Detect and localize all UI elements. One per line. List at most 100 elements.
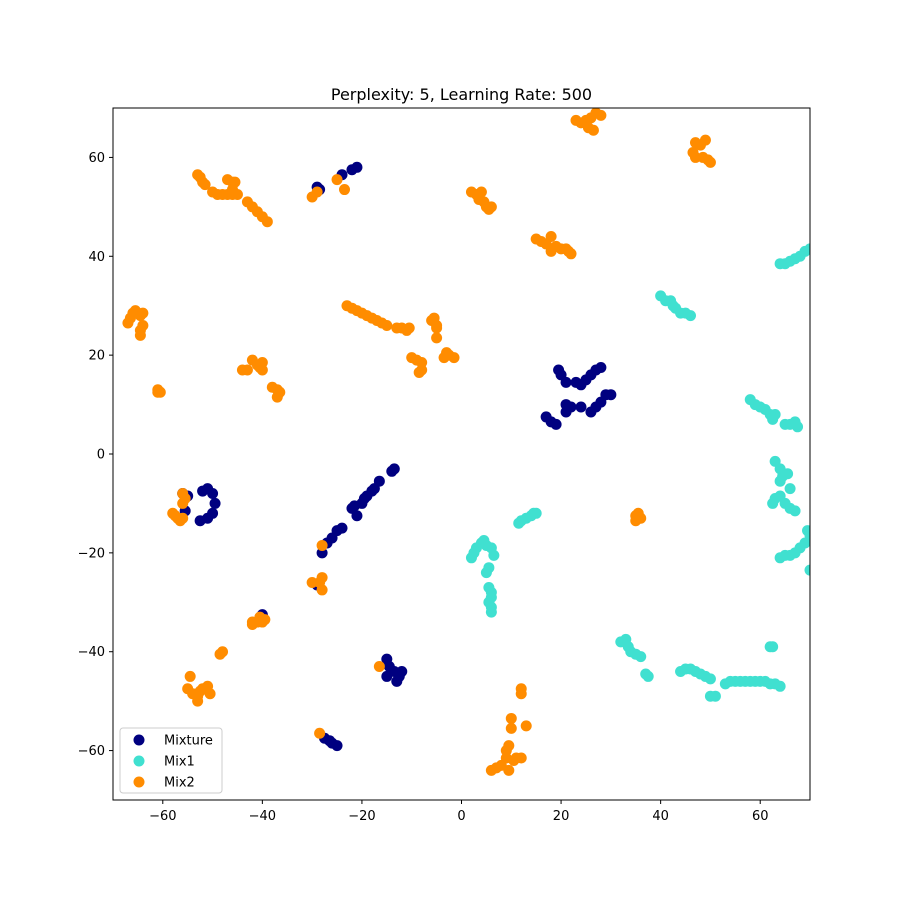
series-mix2: [122, 108, 716, 776]
x-tick-label: −60: [149, 809, 176, 824]
data-point-mix1: [642, 670, 654, 682]
data-point-mix2: [316, 539, 328, 551]
data-point-mixture: [560, 376, 572, 388]
data-point-mix2: [331, 174, 343, 186]
data-point-mix2: [231, 189, 243, 200]
data-point-mix2: [192, 695, 204, 707]
data-point-mix2: [413, 366, 425, 378]
data-point-mix2: [403, 322, 415, 334]
data-point-mix2: [699, 134, 711, 146]
data-point-mix2: [199, 179, 211, 191]
legend-marker-mixture: [133, 734, 145, 746]
data-point-mix2: [520, 720, 532, 732]
data-point-mix1: [485, 606, 497, 618]
legend-label-mixture: Mixture: [164, 734, 213, 749]
data-point-mix2: [137, 307, 149, 319]
data-point-mix1: [804, 564, 810, 576]
data-point-mix2: [515, 688, 527, 700]
data-point-mixture: [595, 362, 607, 373]
data-point-mix2: [505, 712, 517, 724]
data-point-mixture: [207, 488, 219, 500]
data-point-mix2: [217, 646, 229, 658]
y-tick-label: 20: [88, 349, 105, 364]
data-point-mixture: [605, 389, 617, 401]
data-point-mix2: [441, 347, 453, 359]
data-point-mix2: [184, 670, 196, 682]
data-point-mix2: [503, 740, 515, 752]
data-point-mix2: [256, 364, 268, 376]
legend-label-mix1: Mix1: [164, 755, 195, 770]
y-tick-label: 60: [88, 151, 105, 166]
data-point-mix2: [134, 329, 146, 341]
data-point-mix1: [685, 310, 697, 322]
data-point-mixture: [351, 510, 363, 522]
data-point-mix1: [767, 413, 779, 425]
data-point-mixture: [575, 401, 587, 413]
data-point-mixture: [381, 670, 393, 682]
data-point-mix1: [774, 475, 786, 487]
data-point-mix2: [177, 488, 189, 500]
data-point-mix2: [339, 184, 350, 196]
data-point-mix2: [475, 186, 487, 198]
data-point-mix2: [261, 216, 273, 228]
data-point-mix2: [565, 248, 577, 260]
data-point-mix2: [241, 364, 253, 376]
data-point-mixture: [194, 515, 206, 527]
data-point-mix2: [204, 688, 216, 700]
data-point-mix2: [177, 512, 189, 524]
data-point-mix2: [152, 386, 164, 398]
points-layer: [122, 108, 810, 776]
data-point-mix2: [316, 584, 328, 596]
y-tick-label: 40: [88, 250, 105, 265]
chart-title: Perplexity: 5, Learning Rate: 500: [331, 85, 592, 104]
x-tick-label: 40: [652, 809, 669, 824]
data-point-mix2: [373, 661, 385, 673]
legend-label-mix2: Mix2: [164, 776, 195, 791]
data-point-mix2: [381, 319, 393, 331]
data-point-mixture: [209, 497, 221, 509]
x-tick-label: −20: [348, 809, 375, 824]
data-point-mix2: [314, 727, 326, 739]
data-point-mixture: [396, 665, 408, 677]
legend: Mixture Mix1 Mix2: [119, 727, 223, 794]
data-point-mix1: [709, 690, 721, 702]
data-point-mixture: [391, 675, 403, 687]
x-tick-label: 20: [553, 809, 570, 824]
legend-marker-mix2: [133, 776, 145, 788]
data-point-mix1: [530, 507, 542, 519]
legend-box: [119, 727, 223, 794]
y-axis: −60 −40 −20 0 20 40 60: [78, 151, 113, 759]
data-point-mix2: [431, 322, 443, 334]
data-point-mix2: [545, 231, 557, 243]
y-tick-label: −20: [78, 546, 105, 561]
data-point-mixture: [388, 463, 400, 475]
x-tick-label: 60: [752, 809, 769, 824]
data-point-mix1: [704, 673, 716, 685]
series-mix1: [465, 243, 810, 702]
x-axis: −60 −40 −20 0 20 40 60: [149, 800, 768, 824]
legend-marker-mix1: [133, 755, 145, 767]
data-point-mix2: [254, 611, 266, 623]
data-point-mix1: [782, 468, 794, 480]
data-point-mix1: [767, 641, 779, 653]
x-tick-label: 0: [457, 809, 465, 824]
data-point-mix2: [271, 391, 283, 403]
data-point-mixture: [336, 522, 348, 534]
data-point-mix2: [311, 186, 323, 198]
data-point-mix1: [483, 562, 495, 574]
data-point-mixture: [331, 740, 343, 752]
data-point-mix2: [503, 764, 515, 776]
y-tick-label: −40: [78, 645, 105, 660]
data-point-mixture: [351, 161, 363, 173]
data-point-mix1: [767, 497, 779, 509]
y-tick-label: 0: [97, 448, 105, 463]
data-point-mix2: [306, 577, 318, 589]
data-point-mix1: [802, 525, 810, 537]
data-point-mix1: [804, 243, 810, 255]
data-point-mix1: [635, 651, 647, 663]
data-point-mix2: [485, 201, 497, 213]
data-point-mix2: [587, 124, 599, 136]
x-tick-label: −40: [249, 809, 276, 824]
